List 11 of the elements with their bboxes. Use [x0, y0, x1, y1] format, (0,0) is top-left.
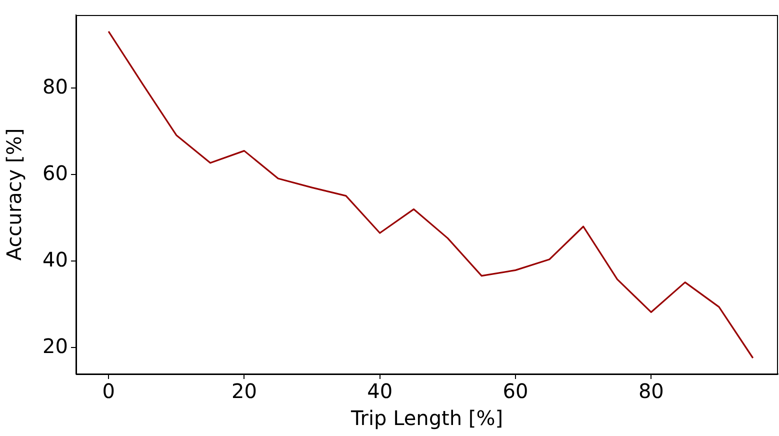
x-tick-label: 20	[231, 379, 257, 404]
y-axis-title: Accuracy [%]	[2, 128, 26, 261]
y-tick-label: 80	[42, 74, 68, 98]
y-tick-label: 60	[42, 160, 68, 185]
x-tick-label: 40	[367, 379, 393, 404]
x-axis-title: Trip Length [%]	[350, 406, 504, 430]
x-tick-label: 60	[502, 379, 528, 404]
x-tick-label: 80	[638, 379, 664, 404]
y-tick-label: 40	[42, 247, 68, 272]
y-tick-label: 20	[42, 334, 68, 358]
x-tick-label: 0	[102, 379, 115, 404]
